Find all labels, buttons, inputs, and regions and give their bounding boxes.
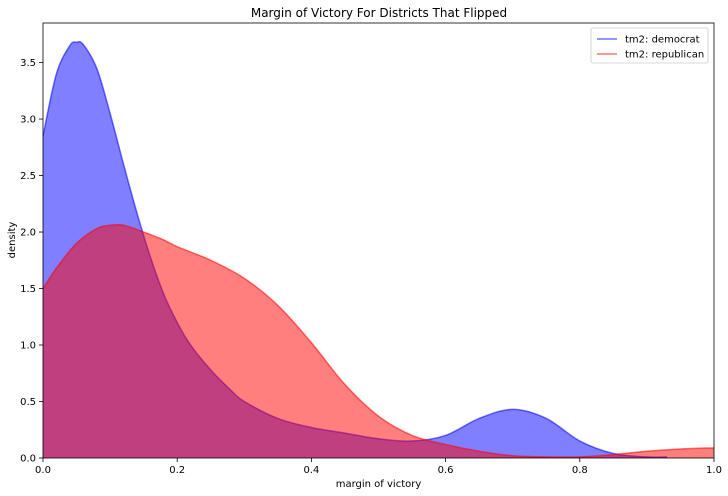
- x-tick-label: 0.2: [169, 465, 185, 476]
- chart-title: Margin of Victory For Districts That Fli…: [251, 6, 507, 20]
- y-tick-label: 3.0: [20, 115, 36, 126]
- x-tick-label: 0.4: [303, 465, 319, 476]
- x-tick-label: 0.0: [35, 465, 51, 476]
- y-tick-label: 0.5: [20, 397, 36, 408]
- y-tick-label: 2.5: [20, 171, 36, 182]
- x-tick-label: 1.0: [706, 465, 722, 476]
- series-line-1: [43, 223, 714, 458]
- x-tick-label: 0.6: [438, 465, 454, 476]
- y-tick-label: 2.0: [20, 228, 36, 239]
- legend-label-0: tm2: democrat: [625, 35, 700, 46]
- plot-frame: [42, 22, 715, 459]
- y-tick-label: 1.5: [20, 284, 36, 295]
- legend: tm2: democrat tm2: republican: [590, 27, 709, 64]
- x-tick-label: 0.8: [572, 465, 588, 476]
- series-group: [43, 40, 714, 458]
- y-tick-label: 3.5: [20, 58, 36, 69]
- axes: 0.0 0.2 0.4 0.6 0.8 1.0 0.0 0.5 1.0 1.5 2.0 2.5 3.0 3…: [20, 58, 722, 476]
- legend-box: [590, 27, 709, 64]
- y-tick-label: 1.0: [20, 341, 36, 352]
- legend-label-1: tm2: republican: [625, 50, 704, 61]
- series-area-1: [43, 224, 714, 458]
- x-axis-label: margin of victory: [336, 479, 422, 490]
- plot-area: [43, 40, 714, 458]
- y-tick-label: 0.0: [20, 454, 36, 465]
- y-axis-label: density: [7, 222, 18, 259]
